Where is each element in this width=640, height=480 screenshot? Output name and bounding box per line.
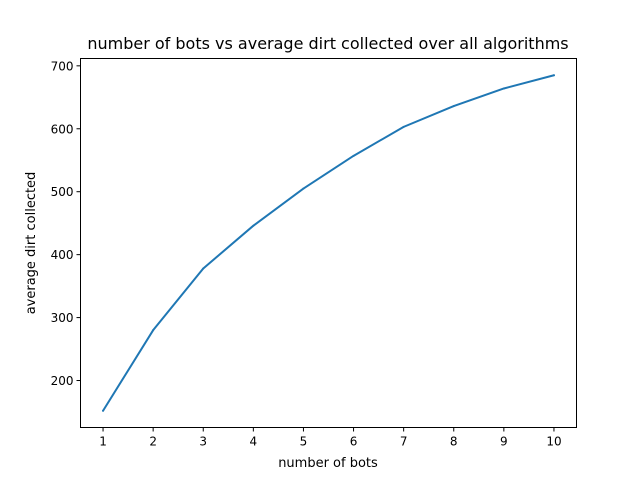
data-point [252, 224, 255, 227]
data-point [102, 409, 105, 412]
x-axis: 1 2 3 4 5 6 7 8 9 10 [99, 427, 562, 449]
y-tick-label: 500 [51, 185, 74, 199]
chart-title: number of bots vs average dirt collected… [87, 34, 568, 53]
x-tick-label: 10 [546, 435, 561, 449]
data-point [302, 187, 305, 190]
x-tick-label: 3 [199, 435, 207, 449]
data-point [152, 329, 155, 332]
y-tick-label: 200 [51, 374, 74, 388]
data-point [452, 105, 455, 108]
x-tick-label: 5 [300, 435, 308, 449]
y-tick-label: 600 [51, 122, 74, 136]
y-axis: 200 300 400 500 600 700 [51, 59, 81, 388]
plot-area: 1 2 3 4 5 6 7 8 9 10 200 300 400 500 600 700 [51, 58, 577, 449]
data-point [202, 267, 205, 270]
data-point [552, 74, 555, 77]
y-tick-label: 400 [51, 248, 74, 262]
y-tick-label: 700 [51, 59, 74, 73]
data-point [402, 125, 405, 128]
x-tick-label: 2 [149, 435, 157, 449]
x-axis-label: number of bots [278, 456, 378, 471]
series-line [102, 74, 555, 412]
x-tick-label: 4 [250, 435, 258, 449]
x-tick-label: 9 [500, 435, 508, 449]
x-tick-label: 7 [400, 435, 408, 449]
y-tick-label: 300 [51, 311, 74, 325]
x-tick-label: 8 [450, 435, 458, 449]
x-tick-label: 1 [99, 435, 107, 449]
axes-frame [80, 58, 577, 428]
y-axis-label: average dirt collected [24, 172, 39, 315]
data-point [352, 154, 355, 157]
data-point [502, 87, 505, 90]
x-tick-label: 6 [350, 435, 358, 449]
